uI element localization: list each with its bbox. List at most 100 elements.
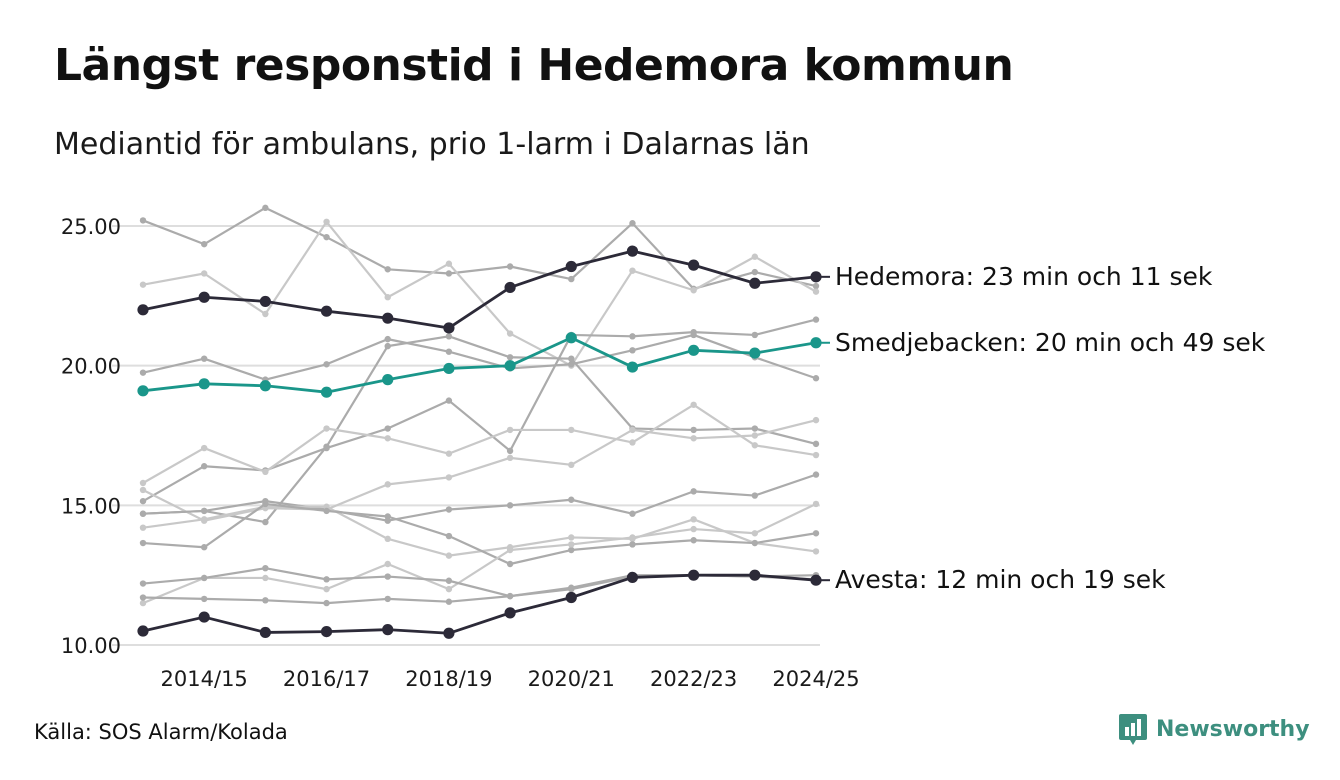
background-series-point: [323, 585, 330, 593]
highlight-series-point: [565, 591, 577, 604]
background-series-point: [812, 471, 820, 478]
background-series-point: [690, 328, 697, 336]
background-series-point: [506, 560, 514, 568]
axis-labels: 10.00 15.00 20.00 25.00 2014/15 2016/17 2018/1…: [61, 215, 860, 691]
background-series-point: [568, 541, 575, 548]
highlight-series-point: [688, 569, 700, 581]
highlight-series-point: [382, 312, 394, 324]
background-series-point: [812, 548, 820, 555]
background-series-point: [568, 585, 575, 593]
background-series-point: [629, 534, 636, 541]
background-series-line: [141, 318, 818, 503]
highlight-series-point: [259, 380, 271, 392]
background-series-point: [200, 270, 208, 277]
background-series-point: [812, 451, 820, 459]
highlight-series-point: [626, 571, 639, 584]
background-series-point: [751, 331, 759, 339]
x-tick-label: 2014/15: [161, 667, 248, 691]
background-series-point: [139, 510, 147, 517]
highlight-series-point: [749, 277, 761, 289]
background-series-point: [139, 217, 147, 224]
background-series-point: [139, 497, 147, 505]
background-series-point: [751, 425, 759, 432]
background-series-point: [384, 294, 391, 301]
background-series-point: [323, 361, 330, 368]
background-series-point: [690, 525, 697, 533]
background-series-point: [629, 267, 636, 274]
background-series-point: [751, 492, 759, 499]
chart-subtitle: Mediantid för ambulans, prio 1-larm i Da…: [54, 127, 810, 162]
background-series-point: [139, 486, 147, 494]
background-series-point: [139, 479, 147, 487]
background-series-point: [323, 425, 330, 432]
highlight-series-point: [382, 374, 394, 386]
y-tick-label: 15.00: [61, 494, 121, 518]
brand-name: Newsworthy: [1156, 716, 1310, 742]
highlight-series-point: [810, 574, 822, 586]
highlight-series-point: [749, 569, 761, 581]
highlight-series-point: [626, 361, 639, 373]
highlight-series-point: [137, 625, 149, 637]
background-series-point: [262, 500, 269, 508]
highlight-series-point: [198, 611, 210, 623]
background-series-point: [262, 310, 269, 318]
highlight-series-point: [259, 626, 271, 639]
brand[interactable]: Newsworthy: [1118, 712, 1310, 746]
highlight-series-point: [565, 260, 577, 273]
background-series-point: [751, 442, 759, 449]
background-series-point: [139, 580, 147, 587]
highlight-series-point: [259, 295, 271, 308]
background-series-point: [384, 535, 391, 543]
background-series-point: [262, 468, 269, 476]
background-series-point: [690, 516, 697, 523]
background-series-point: [629, 439, 636, 446]
grid-lines: [112, 225, 820, 646]
background-series-point: [751, 530, 759, 537]
background-series-point: [200, 516, 208, 523]
background-series-point: [812, 282, 820, 290]
background-series-point: [200, 507, 208, 515]
background-series-point: [139, 524, 147, 531]
background-series-point: [690, 435, 697, 442]
highlight-series-point: [198, 291, 210, 303]
background-series-point: [751, 268, 759, 276]
background-series-point: [568, 546, 575, 554]
highlight-series-point: [320, 305, 333, 317]
highlight-series-point: [320, 386, 333, 398]
highlight-series-point: [137, 385, 149, 397]
source-note: Källa: SOS Alarm/Kolada: [34, 720, 288, 744]
highlight-series-point: [810, 271, 822, 283]
line-chart: Hedemora: 23 min och 11 sek Smedjebacken:…: [61, 204, 1266, 691]
background-series-line: [141, 206, 818, 290]
background-series-point: [568, 361, 575, 368]
background-series-point: [200, 240, 208, 248]
y-tick-label: 10.00: [61, 634, 121, 658]
highlight-series-point: [810, 337, 822, 349]
highlight-series-point: [198, 378, 210, 390]
series-label: Avesta: 12 min och 19 sek: [835, 565, 1166, 594]
highlight-series-line: [141, 249, 818, 330]
highlight-series-point: [565, 332, 577, 344]
background-series-point: [568, 426, 575, 434]
background-series-point: [629, 541, 636, 548]
highlight-series-point: [443, 362, 455, 375]
background-series-point: [445, 506, 453, 513]
background-series-point: [323, 443, 330, 450]
background-series-line: [141, 502, 818, 605]
x-tick-label: 2018/19: [405, 667, 492, 691]
background-series-point: [445, 532, 453, 540]
background-series-line: [141, 335, 818, 524]
x-tick-label: 2020/21: [528, 667, 615, 691]
background-series-point: [445, 270, 453, 277]
newsworthy-logo-icon: [1119, 714, 1147, 745]
background-series-point: [139, 281, 147, 288]
highlight-series-point: [626, 245, 639, 257]
background-series-point: [506, 263, 514, 270]
background-series-point: [629, 333, 636, 340]
background-series-point: [139, 369, 147, 376]
highlight-series-point: [504, 281, 516, 294]
background-series-point: [568, 534, 575, 541]
highlight-series-group: Hedemora: 23 min och 11 sek Smedjebacken:…: [137, 245, 1266, 639]
background-series-point: [812, 288, 820, 295]
background-series-point: [384, 435, 391, 442]
